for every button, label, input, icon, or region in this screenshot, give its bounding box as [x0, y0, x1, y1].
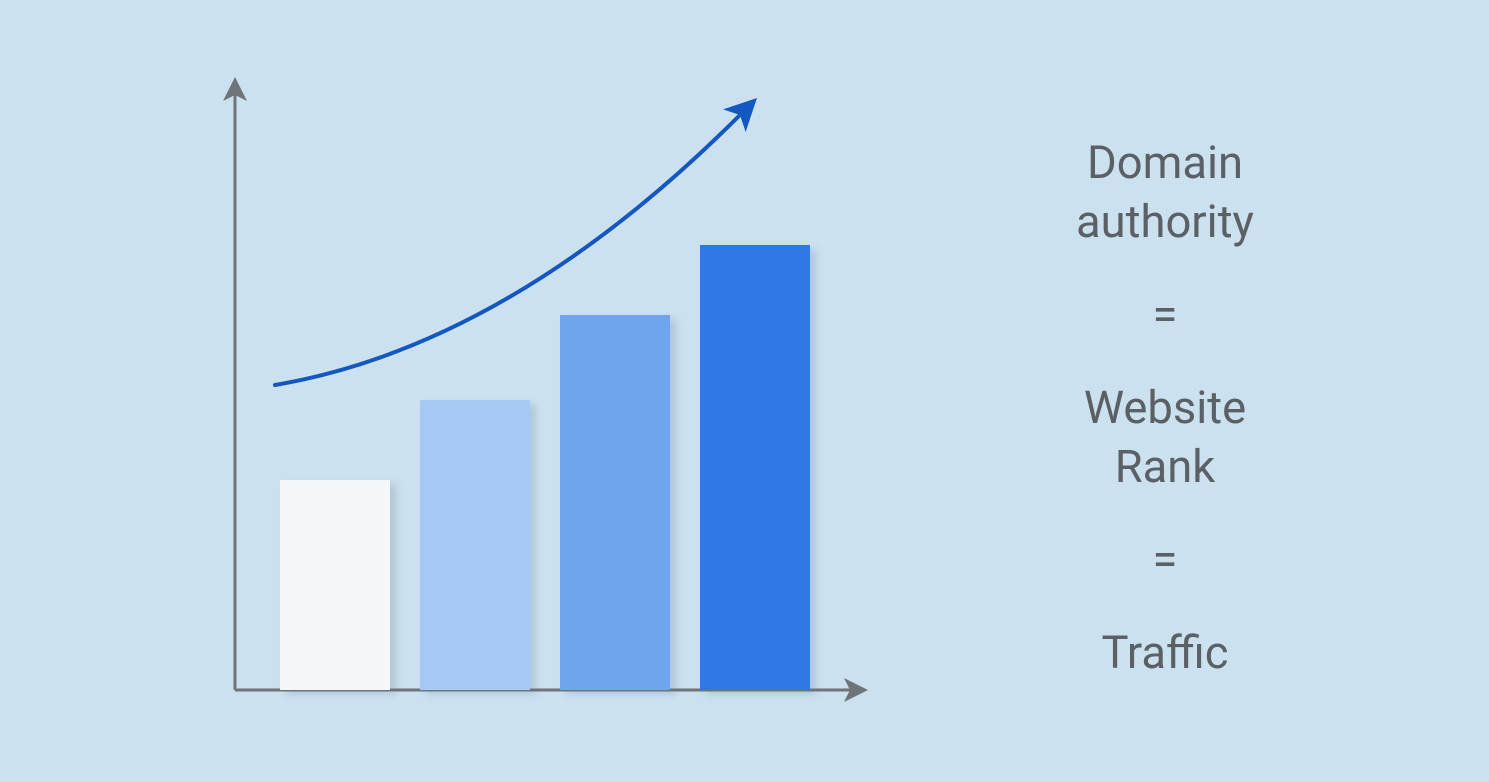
- equation-line: Domain: [1087, 135, 1243, 194]
- equation-line: authority: [1076, 194, 1254, 253]
- trend-curve: [275, 115, 740, 385]
- equation-line: Traffic: [1102, 625, 1229, 684]
- equation-line: =: [1153, 287, 1178, 346]
- equation-line: =: [1153, 532, 1178, 591]
- infographic-canvas: Domainauthority = WebsiteRank = Traffic: [0, 0, 1489, 782]
- equation-line: Website: [1084, 380, 1246, 439]
- equation-line: Rank: [1115, 439, 1216, 498]
- equation-text: Domainauthority = WebsiteRank = Traffic: [995, 135, 1335, 683]
